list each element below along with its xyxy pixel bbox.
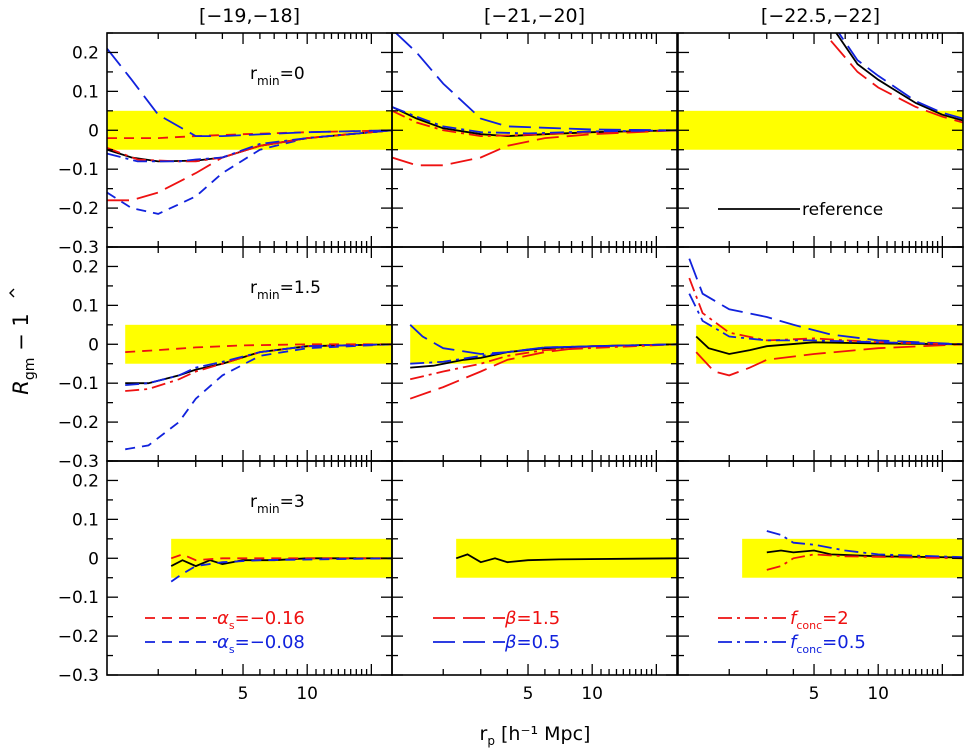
x-tick-label: 5: [238, 684, 249, 704]
row-label: rmin=1.5: [250, 278, 321, 302]
series-line-reference: [695, 335, 963, 355]
series-line-beta=0.5: [409, 324, 677, 355]
y-tick-label: −0.3: [58, 452, 99, 472]
series-line-f_conc=0.5: [125, 343, 392, 386]
y-tick-label: 0.2: [72, 43, 99, 63]
series-line-beta=0.5: [688, 258, 963, 346]
series-line-f_conc=0.5: [410, 343, 677, 365]
series-line-f_conc=2: [766, 553, 963, 571]
series-line-f_conc=2: [125, 343, 392, 392]
panel-frame: [391, 460, 678, 676]
series-line-beta=0.5: [107, 48, 392, 137]
y-tick-label: 0.1: [72, 296, 99, 316]
legend-label: αs=−0.16: [217, 608, 305, 632]
y-tick-label: 0: [88, 335, 99, 355]
x-axis-label: rp [h⁻¹ Mpc]: [480, 723, 591, 748]
series-line-f_conc=0.5: [392, 106, 677, 135]
series-line-alpha_s=-0.16: [170, 553, 392, 562]
series-line-beta=1.5: [392, 129, 677, 167]
tolerance-band: [678, 110, 963, 150]
legend-label: β=0.5: [504, 632, 560, 653]
x-tick-label: 10: [581, 684, 603, 704]
series-line-f_conc=2: [409, 343, 677, 381]
column-title: [−22.5,−22]: [761, 5, 880, 27]
series-line-beta=0.5: [395, 33, 677, 132]
series-line-beta=1.5: [107, 129, 392, 202]
x-tick-label: 5: [809, 684, 820, 704]
column-title: [−19,−18]: [199, 5, 300, 27]
tolerance-band: [107, 110, 392, 150]
legend-label: αs=−0.08: [217, 632, 305, 656]
y-tick-label: −0.3: [58, 666, 99, 686]
series-line-reference: [455, 553, 677, 564]
series-line-beta=1.5: [830, 40, 963, 124]
y-tick-label: −0.2: [58, 627, 99, 647]
y-tick-label: −0.1: [58, 588, 99, 608]
series-line-f_conc=2: [392, 109, 677, 138]
series-line-alpha_s=-0.16: [107, 129, 392, 139]
row-label: rmin=0: [250, 64, 305, 88]
hat-mark: [9, 288, 15, 298]
y-tick-label: −0.1: [58, 160, 99, 180]
legend-label: fconc=2: [790, 608, 849, 632]
y-axis-label: Rgm − 1: [9, 313, 38, 394]
y-tick-label: 0.1: [72, 82, 99, 102]
y-tick-label: −0.1: [58, 374, 99, 394]
x-tick-label: 10: [867, 684, 889, 704]
series-line-alpha_s=-0.16: [125, 343, 392, 353]
y-tick-label: 0: [88, 549, 99, 569]
series-line-reference: [835, 33, 963, 122]
series-line-alpha_s=-0.08: [125, 343, 392, 451]
tolerance-band: [410, 324, 677, 364]
y-tick-label: 0: [88, 121, 99, 141]
row-label: rmin=3: [250, 492, 305, 516]
series-line-f_conc=0.5: [688, 293, 963, 346]
y-tick-label: 0.1: [72, 510, 99, 530]
x-tick-label: 5: [523, 684, 534, 704]
panel-frame: [677, 460, 964, 676]
y-tick-label: 0.2: [72, 471, 99, 491]
y-tick-label: −0.2: [58, 199, 99, 219]
y-tick-label: 0.2: [72, 257, 99, 277]
column-title: [−21,−20]: [484, 5, 585, 27]
y-tick-label: −0.3: [58, 238, 99, 258]
legend-label: fconc=0.5: [790, 632, 866, 656]
y-tick-label: −0.2: [58, 413, 99, 433]
series-line-beta=0.5: [837, 33, 963, 120]
series-line-f_conc=0.5: [766, 530, 963, 558]
series-line-f_conc=0.5: [107, 129, 392, 163]
series-line-alpha_s=-0.08: [170, 557, 392, 583]
x-tick-label: 10: [296, 684, 318, 704]
legend-label: β=1.5: [504, 608, 560, 629]
legend-reference-label: reference: [802, 200, 883, 220]
series-line-beta=1.5: [695, 343, 963, 377]
